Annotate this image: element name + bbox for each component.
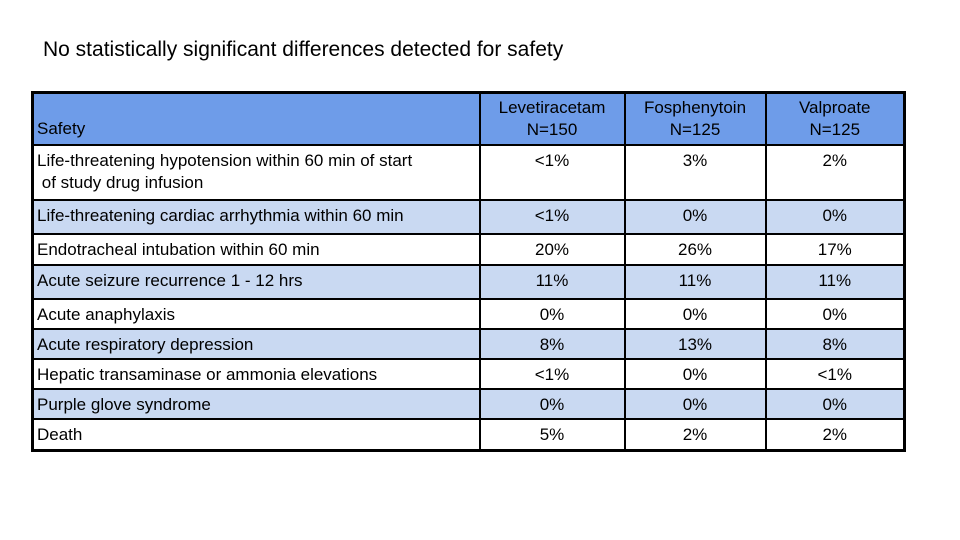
cell-value: 0% xyxy=(623,198,767,235)
cell-value: 11% xyxy=(764,263,906,300)
drug-n: N=150 xyxy=(526,119,578,139)
cell-value: <1% xyxy=(478,357,626,390)
cell-value: 13% xyxy=(623,327,767,360)
cell-value: 5% xyxy=(478,417,626,452)
cell-value: 26% xyxy=(623,232,767,266)
row-label: Acute respiratory depression xyxy=(31,327,481,360)
drug-n: N=125 xyxy=(669,119,721,139)
cell-value: <1% xyxy=(478,198,626,235)
row-label: Purple glove syndrome xyxy=(31,387,481,420)
cell-value: 11% xyxy=(478,263,626,300)
drug-name: Valproate xyxy=(798,97,871,117)
table-row: Acute seizure recurrence 1 - 12 hrs 11% … xyxy=(31,263,906,300)
drug-n: N=125 xyxy=(809,119,861,139)
table-header-row: Safety Levetiracetam N=150 Fosphenytoin … xyxy=(31,91,906,146)
cell-value: 0% xyxy=(478,297,626,330)
safety-table: Safety Levetiracetam N=150 Fosphenytoin … xyxy=(31,91,906,453)
cell-value: 0% xyxy=(478,387,626,420)
row-label: Life-threatening hypotension within 60 m… xyxy=(31,143,481,201)
row-label: Death xyxy=(31,417,481,452)
col-header-fosphenytoin: Fosphenytoin N=125 xyxy=(623,91,767,146)
cell-value: 17% xyxy=(764,232,906,266)
table-row: Acute anaphylaxis 0% 0% 0% xyxy=(31,297,906,330)
row-label: Endotracheal intubation within 60 min xyxy=(31,232,481,266)
cell-value: <1% xyxy=(478,143,626,201)
table-row: Death 5% 2% 2% xyxy=(31,417,906,452)
row-label: Acute anaphylaxis xyxy=(31,297,481,330)
drug-name: Levetiracetam xyxy=(498,97,606,117)
drug-name: Fosphenytoin xyxy=(643,97,747,117)
page-title: No statistically significant differences… xyxy=(43,38,564,61)
cell-value: 0% xyxy=(623,387,767,420)
cell-value: 8% xyxy=(478,327,626,360)
row-label: Hepatic transaminase or ammonia elevatio… xyxy=(31,357,481,390)
cell-value: 2% xyxy=(623,417,767,452)
cell-value: 0% xyxy=(623,297,767,330)
cell-value: 20% xyxy=(478,232,626,266)
cell-value: 0% xyxy=(764,198,906,235)
col-header-safety: Safety xyxy=(31,91,481,146)
table-row: Acute respiratory depression 8% 13% 8% xyxy=(31,327,906,360)
table-row: Life-threatening cardiac arrhythmia with… xyxy=(31,198,906,235)
cell-value: 0% xyxy=(623,357,767,390)
cell-value: <1% xyxy=(764,357,906,390)
table-row: Purple glove syndrome 0% 0% 0% xyxy=(31,387,906,420)
table-row: Life-threatening hypotension within 60 m… xyxy=(31,143,906,201)
col-header-valproate: Valproate N=125 xyxy=(764,91,906,146)
table-row: Endotracheal intubation within 60 min 20… xyxy=(31,232,906,266)
cell-value: 2% xyxy=(764,417,906,452)
row-label: Life-threatening cardiac arrhythmia with… xyxy=(31,198,481,235)
cell-value: 0% xyxy=(764,297,906,330)
cell-value: 3% xyxy=(623,143,767,201)
row-label: Acute seizure recurrence 1 - 12 hrs xyxy=(31,263,481,300)
cell-value: 8% xyxy=(764,327,906,360)
table-row: Hepatic transaminase or ammonia elevatio… xyxy=(31,357,906,390)
col-header-levetiracetam: Levetiracetam N=150 xyxy=(478,91,626,146)
cell-value: 11% xyxy=(623,263,767,300)
cell-value: 2% xyxy=(764,143,906,201)
cell-value: 0% xyxy=(764,387,906,420)
